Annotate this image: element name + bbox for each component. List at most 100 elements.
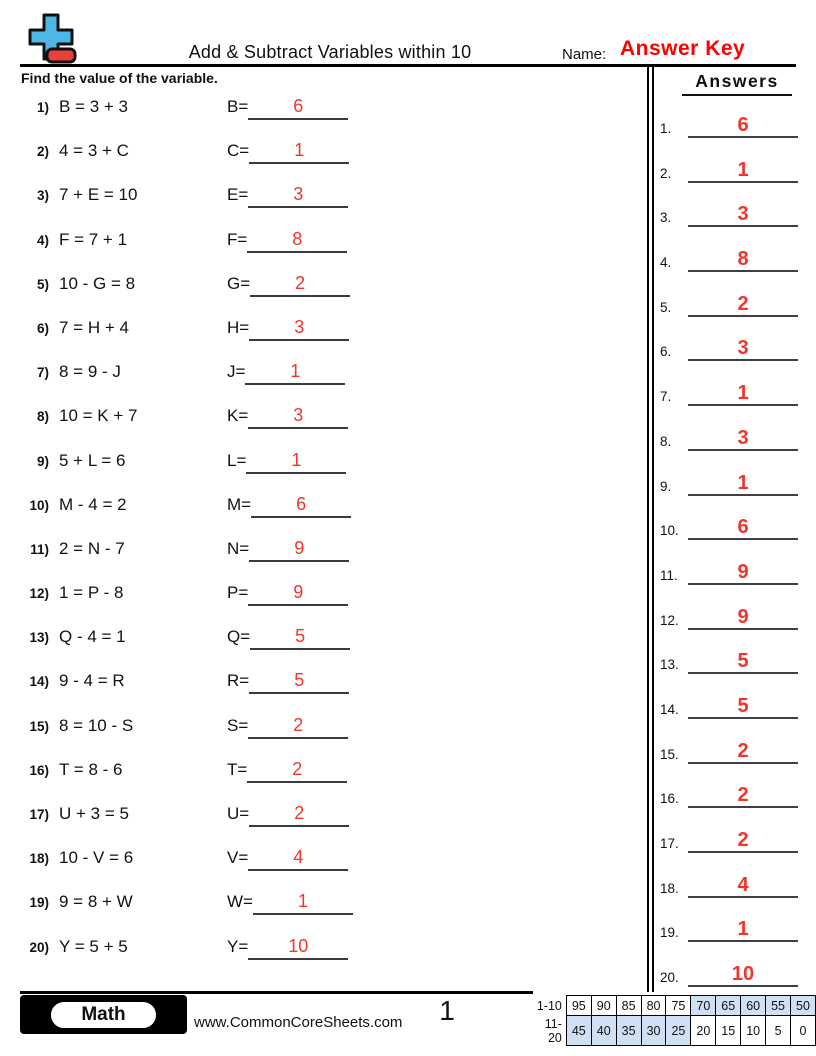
answer-item-number: 9. (660, 478, 672, 494)
variable-label: G= (227, 273, 251, 293)
answer-item: 18. 4 (656, 860, 812, 905)
answer-value: 8 (292, 228, 303, 249)
header-divider-line (20, 64, 796, 67)
variable-label: M= (227, 494, 252, 514)
answer-item-value: 2 (737, 292, 749, 315)
answer-blank: 2 (248, 716, 349, 739)
score-cell: 65 (715, 995, 742, 1016)
answer-item-blank: 3 (688, 337, 798, 362)
answer-value: 10 (288, 935, 309, 956)
problem-equation: 4 = 3 + C (59, 141, 129, 161)
answer-item-value: 3 (737, 426, 749, 449)
variable-label: Y= (227, 936, 249, 956)
worksheet-title: Add & Subtract Variables within 10 (188, 42, 472, 62)
problem-number: 17) (29, 807, 49, 822)
variable-label: C= (227, 141, 250, 161)
answer-item-blank: 4 (688, 874, 798, 898)
minus-icon (45, 47, 77, 64)
problem-row: 16) T = 8 - 6 T= 2 (20, 748, 640, 792)
answer-blank: 6 (251, 493, 352, 518)
problem-row: 4) F = 7 + 1 F= 8 (20, 218, 640, 262)
answer-item-blank: 6 (688, 516, 798, 541)
problem-equation: Y = 5 + 5 (59, 936, 128, 956)
answer-blank: 1 (245, 361, 346, 386)
answer-item-number: 16. (660, 791, 679, 807)
answer-item-number: 19. (660, 925, 679, 941)
answer-item-blank: 2 (688, 784, 798, 809)
answer-value: 2 (292, 758, 303, 779)
problem-number: 1) (36, 100, 49, 115)
problem-equation: 7 + E = 10 (59, 185, 138, 205)
vertical-divider-line (647, 64, 654, 992)
answer-item-blank: 2 (688, 829, 798, 853)
answer-item: 15. 2 (656, 726, 812, 771)
problem-equation: T = 8 - 6 (59, 759, 123, 779)
answer-blank: 1 (252, 892, 353, 916)
variable-label: T= (227, 759, 248, 779)
problem-row: 1) B = 3 + 3 B= 6 (20, 85, 640, 129)
problem-number: 19) (29, 895, 49, 911)
answer-item-blank: 5 (688, 650, 798, 675)
score-cell: 35 (615, 1015, 642, 1046)
answer-item-blank: 5 (688, 695, 798, 719)
answer-item-number: 15. (660, 746, 679, 762)
answer-item-value: 8 (737, 248, 749, 271)
problem-number: 7) (36, 365, 49, 381)
answer-value: 6 (296, 493, 307, 514)
answer-item-value: 1 (737, 471, 749, 494)
name-label: Name: (562, 46, 607, 63)
problem-row: 12) 1 = P - 8 P= 9 (20, 571, 640, 615)
problem-equation: 8 = 9 - J (59, 362, 121, 382)
answer-item-value: 3 (737, 203, 749, 226)
answer-item-value: 9 (737, 560, 749, 583)
problem-row: 18) 10 - V = 6 V= 4 (20, 836, 640, 880)
answer-value: 1 (290, 361, 301, 382)
answer-value: 1 (294, 140, 305, 161)
variable-label: K= (227, 406, 249, 426)
problem-row: 10) M - 4 = 2 M= 6 (20, 483, 640, 527)
problem-row: 13) Q - 4 = 1 Q= 5 (20, 615, 640, 659)
answer-item: 19. 1 (656, 904, 812, 949)
answer-item: 8. 3 (656, 413, 812, 458)
problem-row: 17) U + 3 = 5 U= 2 (20, 792, 640, 836)
answer-item-number: 10. (660, 523, 679, 539)
problem-row: 2) 4 = 3 + C C= 1 (20, 129, 640, 173)
problem-row: 7) 8 = 9 - J J= 1 (20, 350, 640, 394)
problem-row: 19) 9 = 8 + W W= 1 (20, 880, 640, 924)
answer-blank: 1 (249, 140, 350, 165)
answer-item-blank: 9 (688, 561, 798, 585)
answer-value: 2 (295, 272, 306, 293)
problem-number: 4) (36, 232, 49, 248)
answer-item-value: 2 (737, 739, 749, 762)
answer-item-blank: 9 (688, 606, 798, 630)
answer-item-number: 5. (660, 299, 672, 315)
problem-equation: 8 = 10 - S (59, 715, 134, 735)
score-cell: 50 (790, 995, 816, 1016)
answer-item-blank: 8 (688, 248, 798, 273)
answer-item-number: 18. (660, 880, 679, 896)
answers-panel: 1. 6 2. 1 3. 3 4. 8 5. 2 6. 3 7. 1 8. 3 9. 1 10. 6… (656, 100, 812, 994)
problem-number: 20) (29, 939, 49, 955)
problem-row: 20) Y = 5 + 5 Y= 10 (20, 925, 640, 969)
problem-equation: 10 - G = 8 (59, 273, 136, 293)
problem-row: 14) 9 - 4 = R R= 5 (20, 659, 640, 703)
answer-item-number: 12. (660, 612, 679, 628)
answer-blank: 9 (248, 583, 349, 607)
problem-equation: 1 = P - 8 (59, 583, 124, 603)
score-cell: 85 (615, 995, 642, 1016)
answer-item-blank: 3 (688, 427, 798, 451)
answer-item-number: 7. (660, 389, 672, 405)
problem-number: 11) (30, 541, 49, 557)
score-cell: 10 (740, 1015, 767, 1046)
answer-item: 1. 6 (656, 100, 812, 145)
answer-item-number: 11. (660, 567, 678, 583)
subject-badge: Math (20, 995, 187, 1034)
problem-equation: 2 = N - 7 (59, 538, 125, 558)
problem-number: 15) (29, 718, 49, 734)
variable-label: N= (227, 538, 250, 558)
score-cell: 95 (565, 995, 592, 1016)
answer-item-number: 13. (660, 657, 679, 673)
answer-item-number: 6. (660, 344, 672, 360)
score-cell: 15 (715, 1015, 742, 1046)
